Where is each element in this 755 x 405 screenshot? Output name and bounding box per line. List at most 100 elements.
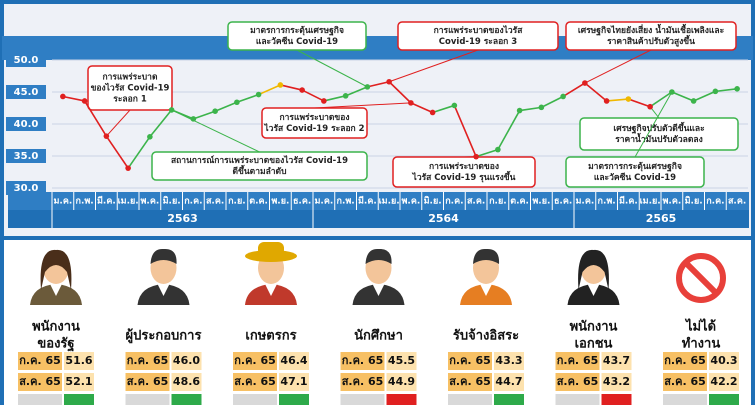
group-label: เกษตรกร <box>245 329 296 344</box>
data-point <box>408 100 414 106</box>
x-tick-label: ต.ค. <box>249 197 268 207</box>
data-point <box>82 98 88 104</box>
change-cell <box>18 394 62 405</box>
x-tick-label: ต.ค. <box>510 197 529 207</box>
value-label: 42.2 <box>710 375 737 388</box>
data-point <box>691 98 697 104</box>
data-point <box>147 134 153 140</box>
group-label: ของรัฐ <box>37 337 74 353</box>
annotation-text: การแพร่ระบาดของไวรัส <box>434 25 524 36</box>
value-label: 46.4 <box>280 354 307 367</box>
value-label: 47.1 <box>280 375 307 388</box>
annotation-text: สถานการณ์การแพร่ระบาดของไวรัส Covid-19 <box>171 155 348 166</box>
x-tick-label: ก.พ. <box>76 197 94 207</box>
annotation-text: การแพร่ระบาด <box>103 72 158 83</box>
group-label: นักศึกษา <box>354 328 403 344</box>
trend-badge <box>709 394 739 405</box>
data-point <box>278 82 284 88</box>
year-band <box>8 210 749 228</box>
annotation-text: มาตรการกระตุ้นเศรษฐกิจ <box>588 161 682 172</box>
year-label: 2564 <box>428 212 459 225</box>
x-tick-label: พ.ค. <box>662 197 681 207</box>
change-cell <box>663 394 707 405</box>
x-tick-label: ก.ย. <box>489 197 507 207</box>
x-tick-label: พ.ย. <box>271 197 289 207</box>
x-tick-label: ม.ค. <box>575 197 594 207</box>
x-tick-label: เม.ย. <box>379 197 400 207</box>
x-tick-label: มี.ค. <box>97 196 116 207</box>
trend-badge <box>279 394 309 405</box>
y-tick-label: 45.0 <box>14 87 39 98</box>
x-tick-label: ส.ค. <box>467 197 485 207</box>
value-label: 52.1 <box>65 375 92 388</box>
month-label: ส.ค. 65 <box>557 375 599 388</box>
data-point <box>321 98 327 104</box>
trend-badge <box>602 394 632 405</box>
data-point <box>365 84 371 90</box>
y-tick-label: 50.0 <box>14 55 39 66</box>
group-label: ทำงาน <box>682 336 721 352</box>
month-label: ส.ค. 65 <box>19 375 61 388</box>
data-point <box>212 108 218 114</box>
x-tick-label: พ.ค. <box>140 197 159 207</box>
x-tick-label: ก.พ. <box>337 197 355 207</box>
year-label: 2563 <box>167 212 198 225</box>
annotation-text: และวัคซีน Covid-19 <box>594 172 676 183</box>
x-tick-label: มี.ค. <box>619 196 638 207</box>
trend-badge <box>494 394 524 405</box>
annotation-text: การแพร่ระบาดของ <box>429 161 499 172</box>
change-cell <box>341 394 385 405</box>
data-point <box>647 104 653 110</box>
group-label: รับจ้างอิสระ <box>453 328 519 344</box>
x-tick-label: ก.ค. <box>445 197 463 207</box>
x-tick-label: พ.ย. <box>532 197 550 207</box>
data-point <box>430 110 436 116</box>
data-point <box>669 89 675 95</box>
x-tick-label: เม.ย. <box>640 197 661 207</box>
data-point <box>582 80 588 86</box>
year-label: 2565 <box>646 212 677 225</box>
annotation-text: ไวรัส Covid-19 ระลอก 2 <box>263 123 364 134</box>
data-point <box>495 147 501 153</box>
month-label: ส.ค. 65 <box>127 375 169 388</box>
value-label: 44.7 <box>495 375 522 388</box>
trend-badge <box>172 394 202 405</box>
data-point <box>386 79 392 85</box>
x-tick-label: ก.ย. <box>228 197 246 207</box>
x-tick-label: มี.ค. <box>358 196 377 207</box>
annotation-text: มาตรการกระตุ้นเศรษฐกิจ <box>250 25 344 36</box>
y-tick-label: 40.0 <box>14 119 39 130</box>
annotation-text: การแพร่ระบาดของ <box>279 112 349 123</box>
x-tick-label: ส.ค. <box>728 197 746 207</box>
x-tick-label: มิ.ย. <box>163 196 181 207</box>
data-point <box>169 107 175 113</box>
trend-badge <box>387 394 417 405</box>
data-point <box>125 165 131 171</box>
x-tick-label: ม.ค. <box>314 197 333 207</box>
annotation-box <box>580 118 738 150</box>
month-label: ก.ค. 65 <box>557 354 599 367</box>
group-label: พนักงาน <box>32 320 80 335</box>
data-point <box>299 87 305 93</box>
month-label: ส.ค. 65 <box>234 375 276 388</box>
value-label: 48.6 <box>173 375 200 388</box>
value-label: 40.3 <box>710 354 737 367</box>
value-label: 43.3 <box>495 354 522 367</box>
data-point <box>517 108 523 114</box>
data-point <box>452 103 458 109</box>
month-label: ก.ค. 65 <box>342 354 384 367</box>
group-label: พนักงาน <box>570 320 618 335</box>
x-tick-label: มิ.ย. <box>424 196 442 207</box>
month-label: ส.ค. 65 <box>449 375 491 388</box>
month-label: ก.ค. 65 <box>449 354 491 367</box>
x-tick-label: มิ.ย. <box>685 196 703 207</box>
x-tick-label: ส.ค. <box>206 197 224 207</box>
month-label: ก.ค. 65 <box>19 354 61 367</box>
trend-badge <box>64 394 94 405</box>
data-point <box>604 98 610 104</box>
x-tick-label: ธ.ค. <box>554 197 572 207</box>
month-label: ส.ค. 65 <box>664 375 706 388</box>
y-tick-label: 35.0 <box>14 151 39 162</box>
value-label: 44.9 <box>388 375 415 388</box>
value-label: 46.0 <box>173 354 200 367</box>
